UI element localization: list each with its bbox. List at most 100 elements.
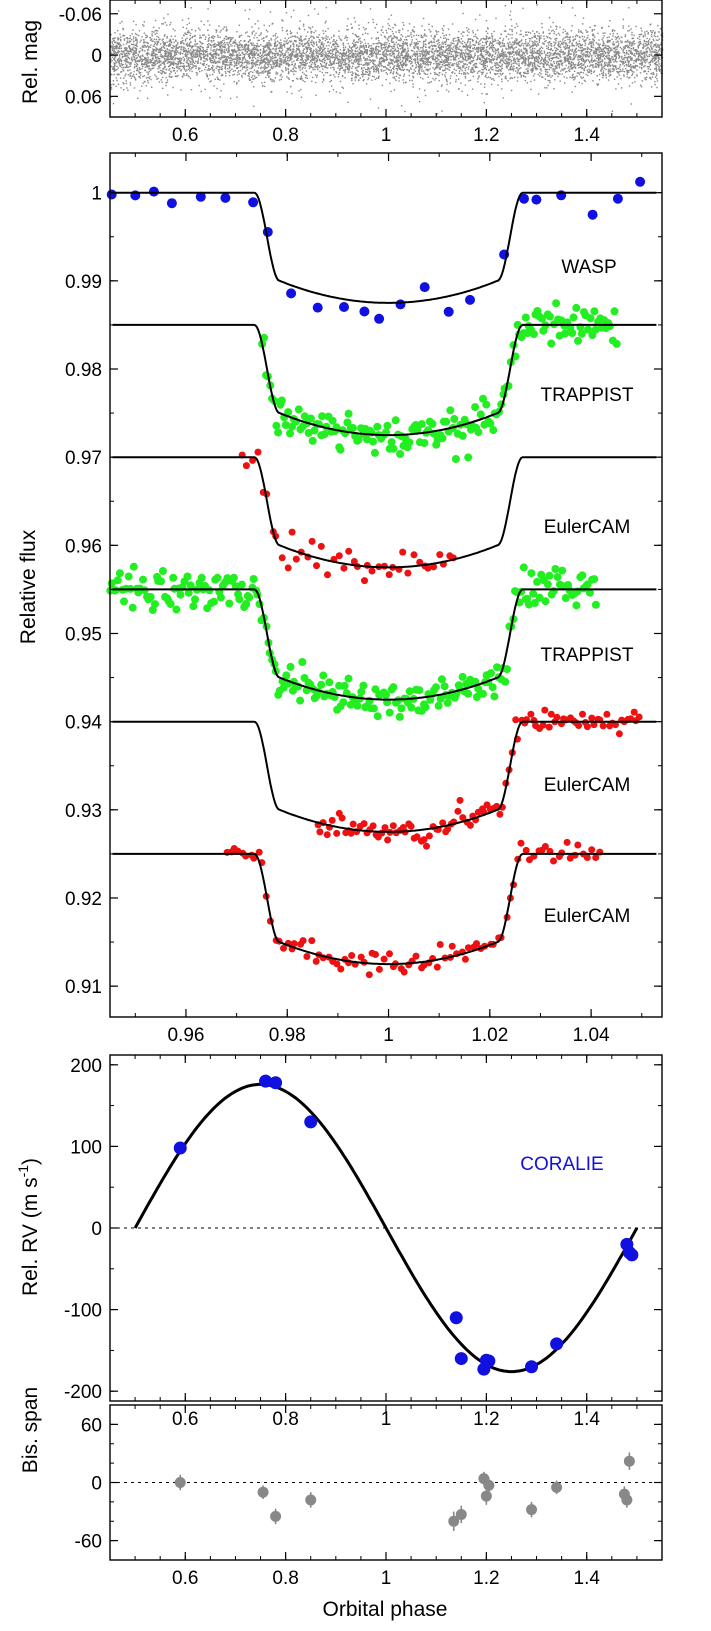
wasp-point	[601, 68, 603, 70]
wasp-point	[263, 81, 266, 83]
wasp-point	[287, 77, 290, 79]
wasp-point	[217, 57, 220, 60]
wasp-point	[264, 64, 266, 66]
wasp-point	[208, 58, 211, 60]
wasp-point	[252, 62, 254, 64]
wasp-point	[239, 57, 241, 59]
wasp-point	[152, 55, 155, 57]
wasp-point	[264, 71, 266, 73]
wasp-point	[180, 49, 182, 51]
wasp-point	[544, 57, 546, 59]
wasp-point	[246, 60, 249, 62]
wasp-point	[132, 52, 135, 54]
wasp-point	[147, 47, 150, 49]
wasp-point	[377, 72, 380, 74]
wasp-point	[251, 57, 254, 59]
wasp-point	[527, 70, 530, 72]
wasp-point	[472, 57, 474, 59]
wasp-point	[213, 58, 216, 61]
wasp-point	[156, 44, 158, 46]
wasp-point	[600, 48, 603, 50]
wasp-point	[385, 43, 387, 46]
wasp-point	[432, 47, 434, 50]
wasp-point	[267, 61, 269, 63]
wasp-point	[337, 50, 339, 52]
wasp-point	[298, 67, 300, 69]
wasp-point	[369, 8, 372, 10]
wasp-point	[400, 39, 402, 41]
wasp-point	[320, 54, 323, 56]
wasp-point	[128, 41, 130, 44]
wasp-point	[395, 72, 398, 74]
wasp-point	[338, 30, 340, 32]
wasp-point	[516, 80, 519, 82]
wasp-point	[621, 41, 623, 43]
wasp-point	[113, 37, 115, 39]
wasp-point	[513, 65, 515, 67]
wasp-point	[426, 57, 429, 60]
wasp-point	[438, 54, 440, 57]
wasp-point	[635, 60, 637, 63]
wasp-point	[333, 74, 335, 76]
wasp-point	[311, 39, 313, 41]
wasp-point	[469, 79, 472, 81]
wasp-point	[182, 39, 184, 42]
wasp-point	[116, 45, 118, 47]
wasp-point	[303, 39, 305, 41]
wasp-point	[447, 45, 449, 47]
wasp-point	[439, 67, 441, 69]
wasp-point	[632, 42, 634, 45]
wasp-point	[358, 24, 360, 26]
wasp-point	[321, 65, 324, 68]
wasp-point	[121, 20, 123, 23]
wasp-point	[113, 67, 116, 69]
wasp-point	[134, 50, 136, 52]
wasp-point	[581, 82, 583, 85]
wasp-point	[520, 30, 522, 32]
wasp-point	[232, 51, 234, 54]
wasp-point	[201, 50, 203, 52]
wasp-point	[110, 58, 112, 61]
wasp-point	[164, 53, 167, 56]
wasp-point	[599, 73, 601, 76]
wasp-point	[516, 54, 518, 56]
wasp-point	[485, 20, 488, 22]
wasp-point	[317, 57, 319, 59]
wasp-point	[385, 46, 387, 48]
wasp-point	[443, 62, 445, 65]
wasp-point	[581, 62, 583, 65]
wasp-point	[340, 54, 343, 56]
wasp-point	[412, 76, 415, 79]
wasp-point	[651, 36, 653, 38]
wasp-point	[649, 24, 651, 26]
wasp-point	[539, 53, 541, 55]
wasp-point	[469, 50, 472, 52]
wasp-point	[153, 31, 155, 33]
wasp-point	[569, 45, 571, 47]
wasp-point	[449, 82, 452, 84]
wasp-point	[269, 78, 272, 80]
wasp-point	[567, 52, 570, 54]
wasp-point	[625, 52, 627, 55]
wasp-point	[481, 48, 484, 50]
wasp-point	[584, 41, 586, 43]
wasp-point	[223, 61, 225, 63]
wasp-point	[547, 84, 549, 87]
wasp-point	[125, 57, 127, 60]
wasp-point	[487, 69, 490, 71]
wasp-point	[613, 55, 616, 58]
wasp-point	[347, 58, 349, 60]
wasp-point	[152, 52, 155, 55]
wasp-point	[204, 38, 206, 40]
wasp-point	[185, 61, 188, 64]
wasp-point	[289, 64, 291, 66]
wasp-point	[140, 55, 142, 57]
wasp-point	[262, 47, 265, 50]
wasp-point	[462, 31, 464, 33]
wasp-point	[286, 91, 288, 93]
wasp-point	[339, 68, 341, 70]
wasp-point	[446, 68, 448, 70]
wasp-point	[474, 67, 477, 69]
wasp-point	[244, 32, 247, 34]
wasp-point	[351, 77, 353, 79]
